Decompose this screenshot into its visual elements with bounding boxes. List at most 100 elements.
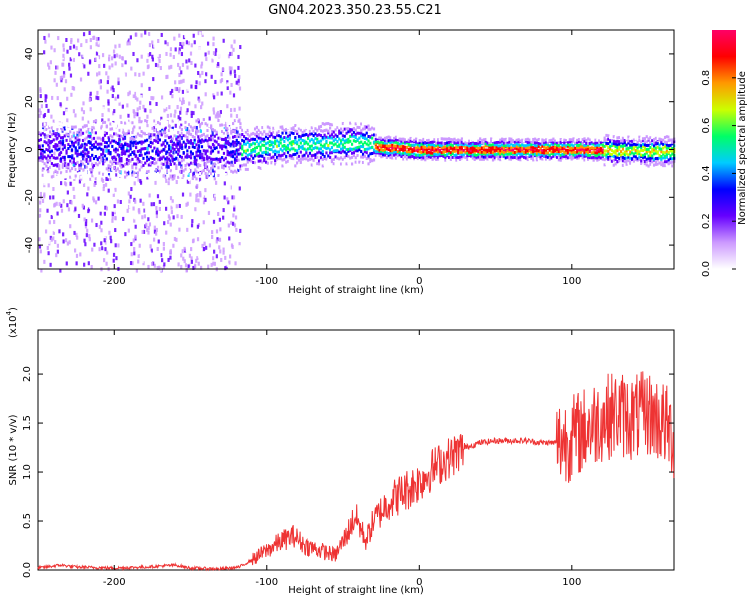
- spectrogram-cell: [294, 129, 297, 133]
- spectrogram-cell: [176, 105, 179, 110]
- spectrogram-cell: [400, 152, 403, 156]
- spectrogram-cell: [38, 158, 41, 162]
- spectrogram-cell: [607, 142, 610, 146]
- spectrogram-cell: [614, 162, 617, 166]
- spectrogram-cell: [583, 148, 586, 152]
- spectrogram-cell: [255, 125, 258, 129]
- spectrogram-cell: [411, 148, 414, 152]
- spectrogram-cell: [178, 170, 182, 174]
- spectrogram-cell: [248, 157, 251, 161]
- spectrogram-cell: [124, 152, 127, 156]
- spectrogram-cell: [587, 141, 590, 145]
- spectrogram-cell: [555, 143, 559, 147]
- spectrogram-cell: [307, 147, 310, 151]
- spectrogram-cell: [80, 152, 83, 156]
- spectrogram-cell: [544, 151, 548, 155]
- spectrogram-cell: [71, 231, 74, 236]
- spectrogram-cell: [196, 147, 199, 152]
- spectrogram-cell: [191, 219, 194, 224]
- spectrogram-cell: [521, 152, 524, 156]
- spectrogram-cell: [47, 170, 50, 174]
- spectrogram-cell: [220, 263, 223, 268]
- spectrogram-cell: [72, 133, 75, 138]
- spectrogram-cell: [297, 144, 301, 148]
- spectrogram-cell: [369, 135, 372, 139]
- spectrogram-cell: [316, 162, 319, 166]
- spectrogram-cell: [46, 208, 49, 213]
- spectrogram-cell: [54, 250, 58, 255]
- spectrogram-cell: [433, 152, 436, 156]
- spectrogram-cell: [217, 100, 221, 105]
- spectrogram-cell: [464, 142, 467, 146]
- spectrogram-cell: [162, 177, 165, 181]
- spectrogram-cell: [457, 145, 460, 149]
- spectrogram-cell: [651, 163, 654, 167]
- spectrogram-cell: [555, 147, 559, 151]
- spectrogram-cell: [598, 155, 601, 159]
- spectrogram-cell: [255, 158, 258, 162]
- spectrogram-cell: [235, 158, 238, 162]
- spectrogram-cell: [279, 130, 282, 134]
- spectrogram-cell: [654, 149, 657, 153]
- spectrogram-cell: [493, 153, 496, 157]
- spectrogram-cell: [546, 140, 549, 144]
- spectrogram-cell: [365, 160, 368, 164]
- spectrogram-cell: [310, 129, 313, 133]
- spectrogram-cell: [338, 150, 341, 154]
- spectrogram-cell: [455, 158, 458, 162]
- spectrogram-cell: [102, 169, 105, 173]
- spectrogram-cell: [393, 144, 396, 148]
- spectrogram-cell: [341, 138, 345, 142]
- spectrogram-cell: [165, 107, 168, 112]
- spectrogram-cell: [552, 141, 555, 145]
- spectrogram-cell: [519, 158, 522, 162]
- spectrogram-cell: [95, 197, 98, 202]
- spectrogram-cell: [469, 157, 473, 161]
- spectrogram-cell: [78, 239, 81, 244]
- spectrogram-cell: [371, 145, 374, 149]
- spectrogram-cell: [226, 134, 230, 139]
- spectrogram-cell: [261, 126, 264, 130]
- spectrogram-cell: [352, 134, 355, 138]
- spectrogram-cell: [433, 146, 436, 150]
- spectrogram-cell: [506, 140, 509, 144]
- spectrogram-cell: [198, 46, 201, 51]
- spectrogram-cell: [349, 129, 352, 133]
- spectrogram-cell: [113, 223, 116, 228]
- spectrogram-cell: [144, 147, 147, 151]
- spectrogram-cell: [168, 46, 171, 51]
- spectrogram-cell: [155, 214, 159, 219]
- spectrogram-cell: [607, 146, 610, 150]
- spectrogram-cell: [215, 165, 218, 169]
- spectrogram-cell: [199, 149, 202, 153]
- spectrogram-cell: [72, 234, 75, 239]
- spectrogram-cell: [508, 148, 511, 152]
- spectrogram-cell: [279, 135, 282, 139]
- spectrogram-cell: [402, 145, 405, 149]
- spectrogram-cell: [186, 108, 189, 113]
- spectrogram-cell: [347, 147, 350, 151]
- spectrogram-cell: [237, 133, 240, 137]
- spectrogram-cell: [671, 164, 674, 168]
- spectrogram-cell: [252, 149, 255, 153]
- spectrogram-cell: [394, 150, 398, 154]
- spectrogram-cell: [504, 144, 507, 148]
- spectrogram-cell: [92, 36, 95, 41]
- spectrogram-cell: [228, 185, 231, 190]
- spectrogram-cell: [186, 162, 189, 166]
- spectrogram-cell: [218, 237, 222, 242]
- spectrogram-cell: [568, 156, 571, 160]
- spectrogram-cell: [69, 224, 72, 229]
- spectrogram-cell: [167, 177, 171, 181]
- spectrogram-cell: [599, 156, 603, 160]
- spectrogram-cell: [323, 145, 326, 149]
- spectrogram-cell: [501, 152, 504, 156]
- spectrogram-cell: [361, 122, 365, 126]
- spectrogram-cell: [244, 151, 248, 155]
- spectrogram-cell: [47, 183, 50, 188]
- spectrogram-cell: [625, 159, 628, 163]
- spectrogram-cell: [97, 55, 101, 60]
- spectrogram-cell: [596, 154, 599, 158]
- spectrogram-cell: [318, 150, 321, 154]
- spectrogram-cell: [250, 132, 253, 136]
